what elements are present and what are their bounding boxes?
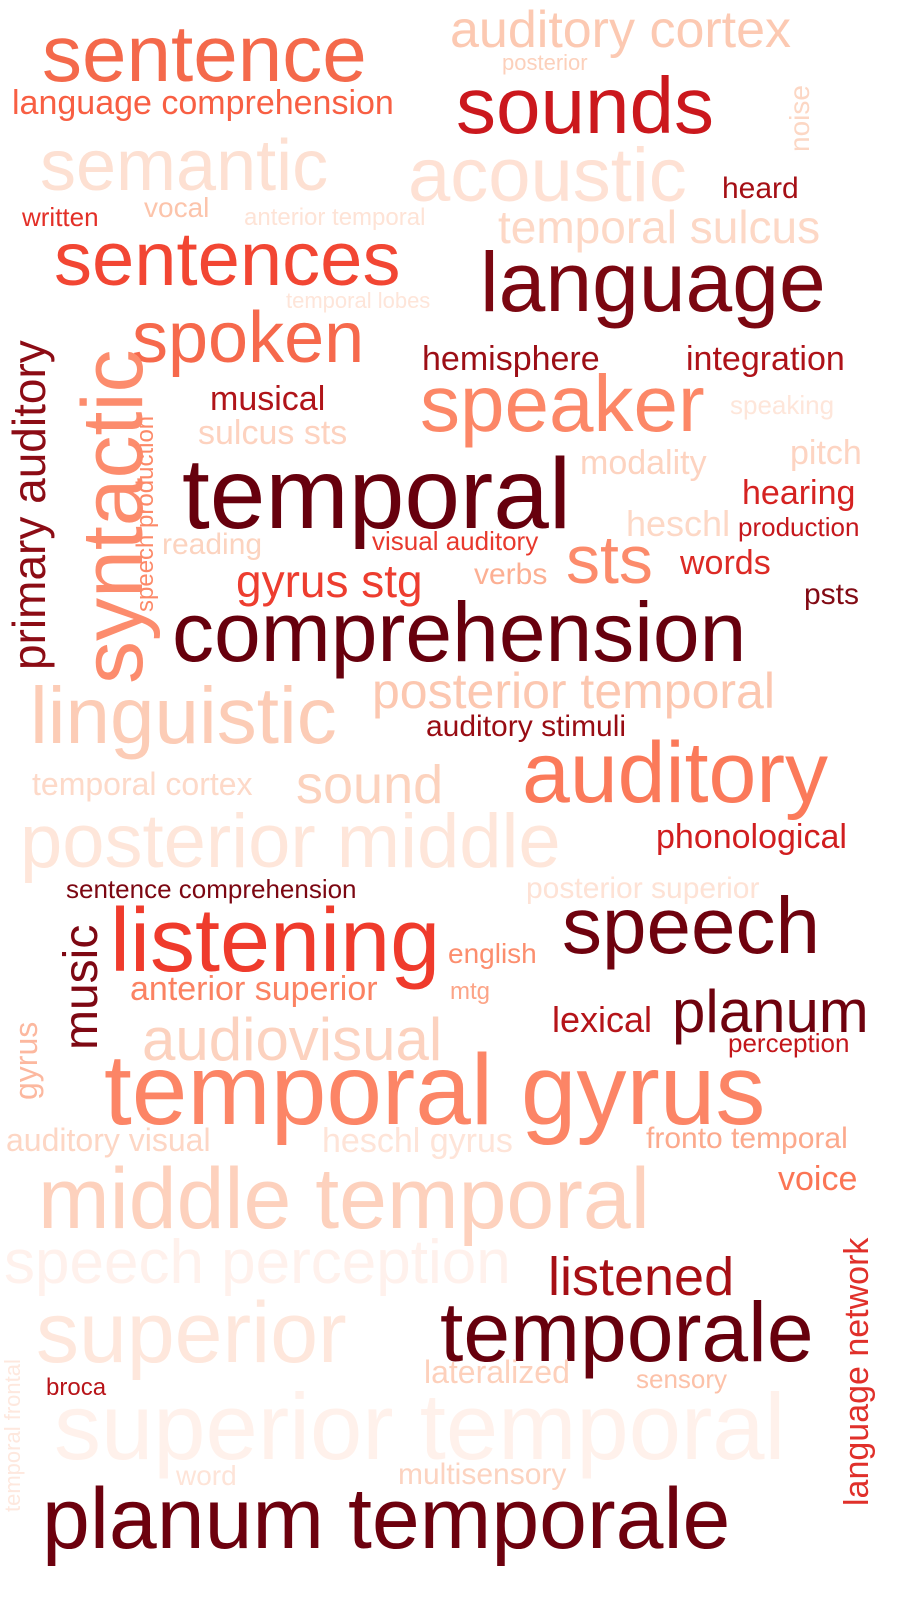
- word-superior-temporal: superior temporal: [54, 1374, 786, 1479]
- word-integration: integration: [686, 340, 845, 378]
- word-temporal-cortex: temporal cortex: [32, 766, 253, 802]
- word-reading: reading: [162, 528, 263, 561]
- word-verbs: verbs: [474, 558, 548, 591]
- word-fronto-temporal: fronto temporal: [646, 1122, 848, 1155]
- word-audiovisual: audiovisual: [142, 1006, 443, 1073]
- word-temporal-sulcus: temporal sulcus: [498, 201, 821, 253]
- word-heschl-gyrus: heschl gyrus: [322, 1122, 513, 1160]
- word-listened: listened: [548, 1247, 735, 1307]
- word-temporal-gyrus: temporal gyrus: [104, 1034, 766, 1146]
- word-gyrus: gyrus: [8, 1021, 44, 1100]
- word-words: words: [680, 544, 771, 582]
- word-lexical: lexical: [552, 999, 653, 1040]
- word-temporal: temporal: [182, 438, 572, 550]
- word-broca: broca: [46, 1374, 107, 1401]
- word-sentence: sentence: [42, 9, 367, 98]
- word-written: written: [22, 202, 99, 232]
- word-planum: planum: [672, 978, 869, 1045]
- word-anterior-temporal: anterior temporal: [244, 204, 426, 231]
- word-sensory: sensory: [636, 1364, 728, 1394]
- word-posterior: posterior: [502, 50, 588, 75]
- word-temporal-lobes: temporal lobes: [286, 288, 431, 313]
- word-temporal-frontal: temporal frontal: [0, 1359, 25, 1512]
- word-speech-production: speech production: [132, 415, 159, 612]
- word-sentence-comprehension: sentence comprehension: [66, 874, 357, 904]
- word-multisensory: multisensory: [398, 1458, 567, 1491]
- word-word: word: [176, 1460, 237, 1491]
- word-music: music: [55, 924, 108, 1050]
- word-sentences: sentences: [54, 217, 401, 302]
- word-noise: noise: [784, 85, 815, 152]
- word-linguistic: linguistic: [30, 671, 337, 760]
- word-spoken: spoken: [132, 298, 365, 378]
- word-heschl: heschl: [626, 503, 731, 544]
- word-sounds: sounds: [456, 61, 714, 150]
- word-language-comprehension: language comprehension: [12, 84, 394, 122]
- word-production: production: [738, 512, 860, 542]
- word-auditory-visual: auditory visual: [6, 1122, 211, 1158]
- word-visual-auditory: visual auditory: [372, 526, 539, 556]
- word-auditory-stimuli: auditory stimuli: [426, 710, 627, 743]
- word-phonological: phonological: [656, 818, 847, 856]
- word-temporale: temporale: [440, 1285, 814, 1379]
- word-speech-perception: speech perception: [4, 1228, 511, 1297]
- word-sound: sound: [296, 755, 444, 815]
- word-acoustic: acoustic: [408, 133, 687, 218]
- word-musical: musical: [210, 380, 326, 418]
- word-vocal: vocal: [144, 192, 210, 223]
- word-speaking: speaking: [730, 390, 835, 420]
- word-language-network: language network: [838, 1237, 876, 1506]
- word-primary-auditory: primary auditory: [3, 340, 55, 670]
- word-pitch: pitch: [790, 434, 862, 472]
- word-sts: sts: [566, 522, 653, 598]
- word-middle-temporal: middle temporal: [38, 1151, 650, 1247]
- word-english: english: [448, 938, 537, 969]
- word-hemisphere: hemisphere: [422, 340, 600, 378]
- word-perception: perception: [728, 1028, 850, 1058]
- word-language: language: [480, 235, 826, 329]
- word-hearing: hearing: [742, 474, 856, 512]
- word-speech: speech: [562, 881, 820, 970]
- word-posterior-superior: posterior superior: [526, 872, 760, 905]
- word-comprehension: comprehension: [172, 585, 747, 679]
- word-mtg: mtg: [450, 978, 491, 1005]
- word-sulcus-sts: sulcus sts: [198, 414, 348, 452]
- word-auditory-cortex: auditory cortex: [450, 1, 792, 59]
- word-posterior-temporal: posterior temporal: [372, 663, 775, 719]
- word-lateralized: lateralized: [424, 1354, 570, 1390]
- word-gyrus-stg: gyrus stg: [236, 555, 423, 607]
- word-superior: superior: [36, 1285, 347, 1381]
- word-voice: voice: [778, 1160, 858, 1198]
- word-auditory: auditory: [522, 725, 828, 821]
- word-psts: psts: [804, 578, 860, 611]
- word-speaker: speaker: [420, 359, 705, 448]
- word-anterior-superior: anterior superior: [130, 970, 378, 1008]
- word-planum-temporale: planum temporale: [42, 1471, 731, 1567]
- word-modality: modality: [580, 444, 707, 482]
- word-semantic: semantic: [40, 126, 329, 206]
- word-posterior-middle: posterior middle: [20, 799, 561, 884]
- word-listening: listening: [110, 891, 441, 991]
- word-heard: heard: [722, 172, 799, 205]
